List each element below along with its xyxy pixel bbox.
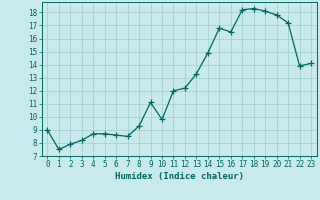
X-axis label: Humidex (Indice chaleur): Humidex (Indice chaleur) bbox=[115, 172, 244, 181]
